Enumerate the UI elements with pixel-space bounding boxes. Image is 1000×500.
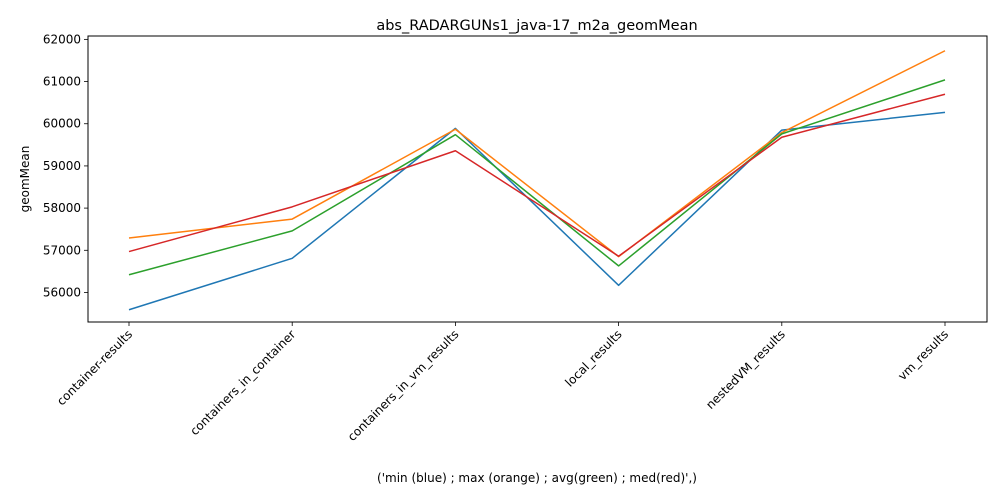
series-line-0 <box>128 111 946 311</box>
y-axis-ticks: 56000 57000 58000 59000 60000 61000 62000 <box>43 32 88 299</box>
y-tick-label: 59000 <box>43 159 81 173</box>
y-tick-label: 57000 <box>43 243 81 257</box>
series-line-2 <box>128 79 946 276</box>
plot-area-frame <box>87 35 988 323</box>
x-tick-label: container-results <box>54 327 135 408</box>
y-tick-label: 61000 <box>43 75 81 89</box>
x-tick-label: vm_results <box>895 327 951 383</box>
chart-title: abs_RADARGUNs1_java-17_m2a_geomMean <box>376 18 697 34</box>
x-tick-label: local_results <box>562 327 624 389</box>
y-axis-label: geomMean <box>18 146 32 213</box>
x-tick-label: containers_in_container <box>187 327 298 438</box>
series-line-3 <box>128 93 946 257</box>
series-line-1 <box>128 50 946 258</box>
y-tick-label: 56000 <box>43 285 81 299</box>
x-axis-ticks: container-results containers_in_container… <box>54 322 951 444</box>
series-layer <box>128 50 946 311</box>
y-tick-label: 62000 <box>43 32 81 46</box>
y-tick-label: 60000 <box>43 117 81 131</box>
x-tick-label: containers_in_vm_results <box>345 327 462 444</box>
y-tick-label: 58000 <box>43 201 81 215</box>
x-tick-label: nestedVM_results <box>703 327 788 412</box>
x-axis-label: ('min (blue) ; max (orange) ; avg(green)… <box>377 471 697 485</box>
